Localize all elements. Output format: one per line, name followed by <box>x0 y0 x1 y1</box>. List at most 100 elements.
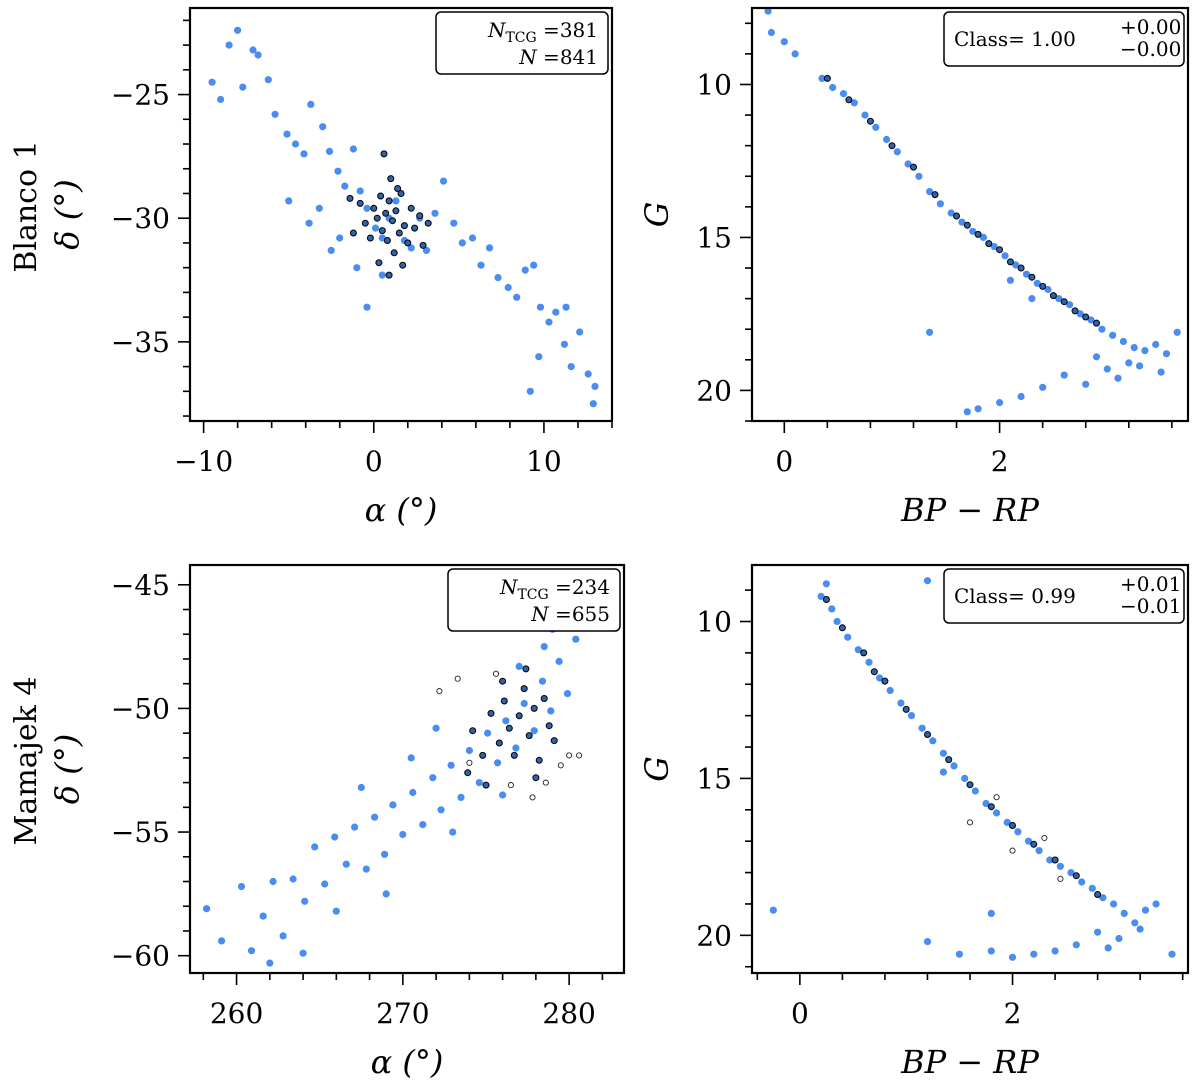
members-point <box>346 194 354 202</box>
members-point <box>910 163 917 171</box>
all-sources-point <box>850 99 858 107</box>
all-sources-point <box>371 813 379 821</box>
all-sources-point <box>950 762 958 770</box>
all-sources-point <box>279 932 287 940</box>
members-point <box>394 185 402 192</box>
y-axis-label: G <box>638 756 676 782</box>
members-point <box>525 732 533 740</box>
members-point <box>902 705 910 713</box>
all-sources-point <box>769 906 777 914</box>
all-sources-point <box>536 303 545 311</box>
all-sources-point <box>844 633 852 641</box>
all-sources-point <box>540 643 548 651</box>
members-point <box>845 96 853 104</box>
all-sources-point <box>990 243 998 251</box>
all-sources-point <box>1024 837 1033 845</box>
members-point <box>1039 282 1047 290</box>
all-sources-point <box>1136 362 1144 370</box>
y-tick-label: −50 <box>111 692 170 725</box>
all-sources-point <box>315 204 323 212</box>
all-sources-point <box>407 754 415 762</box>
all-sources-point <box>431 209 439 217</box>
all-sources-point <box>1094 928 1102 936</box>
members-point <box>383 237 391 244</box>
unclassified-point <box>576 752 583 759</box>
all-sources-point <box>915 172 923 180</box>
all-sources-point <box>979 233 988 241</box>
all-sources-point <box>907 712 916 720</box>
legend-upper-error: +0.00 <box>1120 15 1181 39</box>
all-sources-point <box>886 686 894 695</box>
all-sources-point <box>450 219 458 227</box>
all-sources-point <box>484 729 492 737</box>
all-sources-point <box>449 828 457 836</box>
all-sources-point <box>996 399 1004 407</box>
all-sources-point <box>562 303 570 311</box>
all-sources-point <box>249 46 257 54</box>
all-sources-point <box>264 76 272 84</box>
y-axis-label: δ (°) <box>48 179 86 249</box>
x-tick-label: 0 <box>791 997 809 1030</box>
members-point <box>419 241 427 249</box>
members-point <box>487 709 495 717</box>
all-sources-point <box>351 823 359 831</box>
all-sources-point <box>1046 856 1054 864</box>
y-tick-label: 20 <box>696 374 732 407</box>
all-sources-point <box>465 746 473 755</box>
unclassified-point <box>557 762 564 769</box>
members-point <box>1017 264 1025 272</box>
all-sources-point <box>307 100 315 108</box>
all-sources-point <box>591 382 599 390</box>
all-sources-point <box>1012 261 1020 269</box>
members-point <box>407 204 415 212</box>
unclassified-point <box>436 688 443 695</box>
all-sources-point <box>349 145 357 153</box>
all-sources-point <box>971 787 979 795</box>
members-point <box>888 142 896 150</box>
all-sources-point <box>572 635 580 643</box>
all-sources-point <box>1110 900 1118 908</box>
all-sources-point <box>218 937 226 945</box>
y-tick-label: −55 <box>111 816 170 849</box>
members-point <box>373 214 381 222</box>
all-sources-point <box>893 148 901 156</box>
all-sources-point <box>515 662 523 671</box>
all-sources-point <box>854 646 862 654</box>
all-sources-point <box>1017 392 1025 401</box>
members-point <box>945 756 953 764</box>
all-sources-point <box>1030 950 1038 958</box>
x-tick-label: 270 <box>376 997 429 1030</box>
all-sources-point <box>939 768 948 776</box>
all-sources-point <box>512 744 520 752</box>
all-sources-point <box>382 890 390 898</box>
members-point <box>540 695 548 702</box>
all-sources-point <box>321 880 329 888</box>
members-point <box>963 221 971 229</box>
all-sources-point <box>520 699 528 708</box>
all-sources-point <box>897 699 905 707</box>
all-sources-point <box>791 50 799 58</box>
x-tick-label: 10 <box>526 445 562 478</box>
all-sources-point <box>1003 818 1011 827</box>
members-point <box>987 803 995 811</box>
all-sources-point <box>259 912 267 920</box>
all-sources-point <box>502 717 510 725</box>
members-point <box>1094 891 1102 898</box>
all-sources-point <box>1115 934 1123 943</box>
all-sources-point <box>530 261 538 269</box>
all-sources-point <box>947 209 955 217</box>
members-point <box>370 204 378 212</box>
all-sources-point <box>513 293 521 301</box>
all-sources-point <box>1066 301 1074 309</box>
members-point <box>424 219 432 227</box>
members-point <box>389 217 396 225</box>
members-point <box>520 685 528 693</box>
all-sources-point <box>918 724 926 732</box>
all-sources-point <box>1098 325 1106 333</box>
all-sources-point <box>254 51 262 59</box>
members-point <box>464 769 472 777</box>
all-sources-point <box>969 227 977 235</box>
members-point <box>1060 298 1068 306</box>
mamajek4-sky-points <box>203 593 603 967</box>
